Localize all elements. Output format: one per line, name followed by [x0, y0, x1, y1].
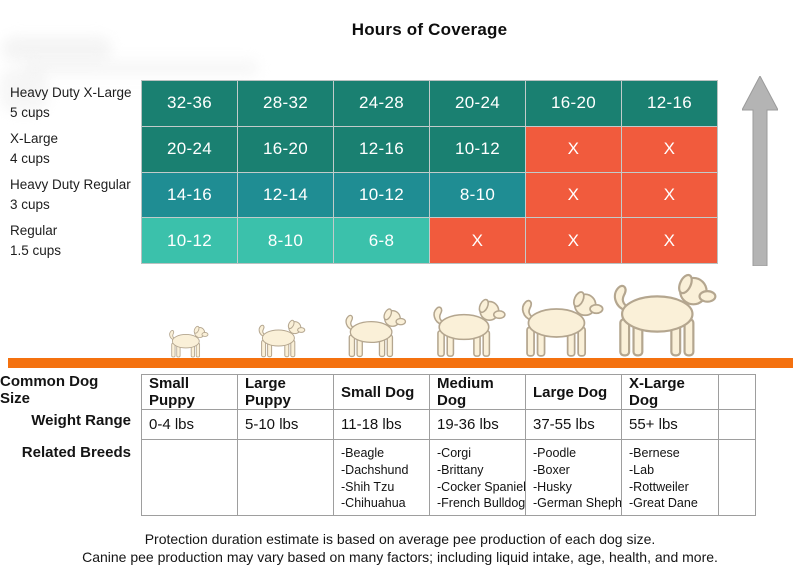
coverage-cell: 24-28	[334, 81, 429, 126]
dog-size-header-cell: Large Puppy	[237, 374, 334, 410]
product-size-name: Regular	[10, 223, 58, 238]
product-capacity: 1.5 cups	[10, 243, 62, 258]
footnote-line-1: Protection duration estimate is based on…	[144, 531, 656, 547]
dog-size-header-cell: X-Large Dog	[621, 374, 719, 410]
product-capacity: 3 cups	[10, 197, 50, 212]
breed-item: -Poodle	[533, 446, 577, 460]
breed-item: -Rottweiler	[629, 479, 689, 494]
breeds-cell: -Poodle -Boxer -Husky -German Shepherd	[525, 439, 622, 516]
dog-row	[141, 264, 718, 358]
heatmap-row-label: Heavy Duty X-Large 5 cups	[10, 80, 136, 126]
x-large-dog-illustration	[608, 264, 718, 358]
faint-smudge-artifact	[24, 60, 259, 76]
coverage-cell: 10-12	[334, 172, 429, 218]
weight-range-cell: 19-36 lbs	[429, 409, 526, 440]
spacer-cell	[718, 409, 756, 440]
coverage-cell: X	[526, 126, 621, 172]
coverage-cell: 32-36	[142, 81, 237, 126]
breed-item: -Great Dane	[629, 496, 698, 511]
breed-item: -German Shepherd	[533, 496, 622, 511]
breed-item: -Lab	[629, 462, 655, 477]
coverage-cell: 16-20	[238, 126, 333, 172]
breeds-cell	[237, 439, 334, 516]
table-row-label: Weight Range	[31, 411, 131, 429]
ground-divider-bar	[8, 358, 793, 368]
faint-smudge-artifact	[0, 68, 48, 112]
breeds-cell: -Bernese -Lab -Rottweiler -Great Dane	[621, 439, 719, 516]
heatmap-row-label: Heavy Duty Regular 3 cups	[10, 172, 136, 218]
coverage-cell: 28-32	[238, 81, 333, 126]
breed-item: -Corgi	[437, 446, 472, 460]
coverage-cell: 10-12	[142, 218, 237, 263]
small-dog-illustration	[328, 264, 421, 358]
coverage-cell: X	[622, 126, 717, 172]
coverage-cell: 20-24	[142, 126, 237, 172]
coverage-cell: 20-24	[430, 81, 525, 126]
coverage-cell: 12-16	[334, 126, 429, 172]
dog-size-header-cell: Large Dog	[525, 374, 622, 410]
heatmap-row-label: Regular 1.5 cups	[10, 218, 136, 264]
weight-range-cell: 5-10 lbs	[237, 409, 334, 440]
table-row-labels: Common Dog Size Weight Range Related Bre…	[0, 372, 131, 506]
spacer-cell	[718, 439, 756, 516]
small-puppy-dog-illustration	[141, 264, 234, 358]
coverage-cell: X	[526, 218, 621, 263]
weight-range-cell: 55+ lbs	[621, 409, 719, 440]
coverage-cell: 8-10	[430, 172, 525, 218]
product-size-name: X-Large	[10, 131, 59, 146]
breed-item: -Bernese	[629, 446, 680, 460]
coverage-cell: X	[526, 172, 621, 218]
product-size-name: Heavy Duty Regular	[10, 177, 131, 192]
product-size-name: Heavy Duty X-Large	[10, 85, 132, 100]
dog-size-header-cell: Small Puppy	[141, 374, 238, 410]
footnote-line-2: Canine pee production may vary based on …	[82, 548, 718, 565]
coverage-cell: X	[622, 172, 717, 218]
page-title: Hours of Coverage	[351, 20, 508, 39]
faint-smudge-artifact	[2, 36, 112, 62]
heatmap-row-label: X-Large 4 cups	[10, 126, 136, 172]
breed-item: -Husky	[533, 479, 572, 494]
breed-item: -Boxer	[533, 462, 570, 477]
coverage-cell: 14-16	[142, 172, 237, 218]
weight-range-cell: 37-55 lbs	[525, 409, 622, 440]
breed-item: -Cocker Spaniel	[437, 479, 526, 494]
spacer-cell	[718, 374, 756, 410]
breed-item: -Dachshund	[341, 462, 409, 477]
coverage-cell: 16-20	[526, 81, 621, 126]
coverage-grid: 32-36 28-32 24-28 20-24 16-20 12-16 20-24 16-20…	[141, 80, 718, 264]
large-dog-illustration	[515, 264, 608, 358]
coverage-cell: 10-12	[430, 126, 525, 172]
increase-arrow-icon	[742, 76, 778, 266]
breeds-cell: -Beagle -Dachshund -Shih Tzu -Chihuahua	[333, 439, 430, 516]
footnote: Protection duration estimate is based on…	[0, 531, 800, 566]
breed-item: -Shih Tzu	[341, 479, 395, 494]
product-capacity: 5 cups	[10, 105, 50, 120]
heatmap-row-labels: Heavy Duty X-Large 5 cups X-Large 4 cups Hea…	[10, 80, 136, 264]
breed-item: -Beagle	[341, 446, 385, 460]
table-row-label: Common Dog Size	[0, 372, 99, 407]
dog-size-table-body: Small Puppy Large Puppy Small Dog Medium Do…	[141, 374, 756, 516]
large-puppy-dog-illustration	[234, 264, 327, 358]
breeds-cell: -Corgi -Brittany -Cocker Spaniel -French Bu…	[429, 439, 526, 516]
dog-size-header-cell: Small Dog	[333, 374, 430, 410]
coverage-cell: X	[430, 218, 525, 263]
medium-dog-illustration	[421, 264, 514, 358]
coverage-cell: 8-10	[238, 218, 333, 263]
coverage-cell: 12-14	[238, 172, 333, 218]
breed-item: -Brittany	[437, 462, 484, 477]
coverage-cell: X	[622, 218, 717, 263]
table-row-label: Related Breeds	[21, 444, 131, 461]
dog-size-header-cell: Medium Dog	[429, 374, 526, 410]
coverage-cell: 6-8	[334, 218, 429, 263]
breed-item: -French Bulldog	[437, 496, 526, 511]
dog-size-table: Small Puppy Large Puppy Small Dog Medium Do…	[141, 374, 756, 516]
product-capacity: 4 cups	[10, 151, 50, 166]
weight-range-cell: 11-18 lbs	[333, 409, 430, 440]
weight-range-cell: 0-4 lbs	[141, 409, 238, 440]
breeds-cell	[141, 439, 238, 516]
breed-item: -Chihuahua	[341, 496, 406, 511]
coverage-cell: 12-16	[622, 81, 717, 126]
